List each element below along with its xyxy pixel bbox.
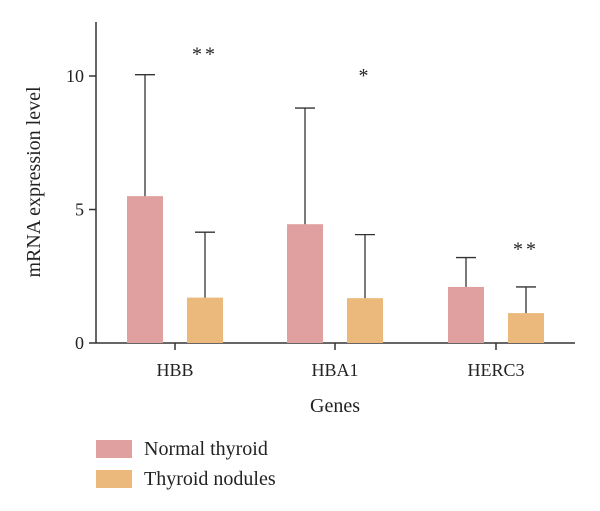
- x-tick-label: HBA1: [311, 360, 358, 380]
- significance-marker: **: [192, 44, 218, 66]
- legend-swatch-thyroid-nodules: [96, 470, 132, 488]
- x-axis-label: Genes: [310, 395, 360, 417]
- bar-thyroid-nodules-hba1: [347, 298, 383, 343]
- bar-thyroid-nodules-hbb: [187, 297, 223, 343]
- axes: 0 5 10 HBB HBA1 HERC3: [66, 22, 575, 380]
- legend-label-normal-thyroid: Normal thyroid: [144, 437, 268, 460]
- y-tick-label: 5: [75, 200, 84, 220]
- bar-normal-thyroid-hbb: [127, 196, 163, 343]
- legend-label-thyroid-nodules: Thyroid nodules: [144, 467, 276, 490]
- x-tick-label: HERC3: [467, 360, 524, 380]
- x-tick-label: HBB: [156, 360, 193, 380]
- legend-item-normal-thyroid: Normal thyroid: [96, 434, 276, 464]
- significance-marker: **: [513, 239, 539, 261]
- bar-normal-thyroid-herc3: [448, 286, 484, 343]
- bar-thyroid-nodules-herc3: [508, 313, 544, 343]
- legend-item-thyroid-nodules: Thyroid nodules: [96, 464, 276, 494]
- y-axis-label: mRNA expression level: [23, 86, 45, 278]
- bars: [127, 196, 544, 343]
- y-tick-label: 0: [75, 333, 84, 353]
- legend: Normal thyroid Thyroid nodules: [96, 434, 276, 494]
- error-bars: [135, 74, 536, 314]
- y-tick-label: 10: [66, 66, 84, 86]
- significance-marker: *: [359, 65, 372, 87]
- legend-swatch-normal-thyroid: [96, 440, 132, 458]
- significance-annotations: *****: [192, 44, 539, 261]
- bar-normal-thyroid-hba1: [287, 224, 323, 343]
